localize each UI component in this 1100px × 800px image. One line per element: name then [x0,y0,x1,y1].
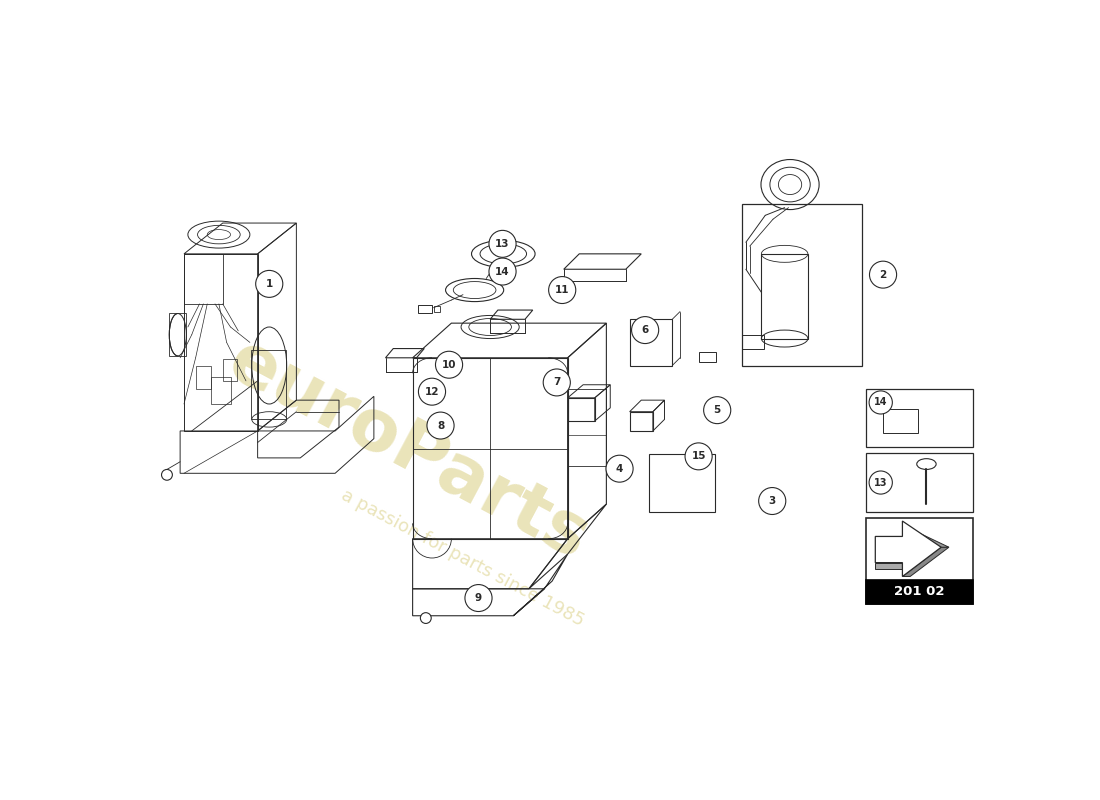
Circle shape [759,487,785,514]
Text: 2: 2 [879,270,887,280]
Text: 3: 3 [769,496,776,506]
Polygon shape [902,529,949,547]
Bar [418,306,432,313]
Text: 6: 6 [641,325,649,335]
Text: a passion for parts since 1985: a passion for parts since 1985 [339,486,587,630]
Bar [742,334,763,349]
Text: 14: 14 [874,398,888,407]
Text: 7: 7 [553,378,561,387]
Polygon shape [876,521,942,577]
Text: 1: 1 [265,279,273,289]
Polygon shape [876,562,902,569]
Bar [211,377,231,404]
Bar [252,350,286,419]
Text: euroParts: euroParts [217,326,601,574]
Circle shape [490,258,516,285]
Bar [883,409,917,434]
Bar [866,518,974,604]
Text: 15: 15 [692,451,706,462]
Circle shape [549,277,575,303]
Circle shape [704,397,730,424]
Circle shape [420,613,431,623]
Circle shape [490,230,516,258]
Text: 14: 14 [495,266,509,277]
Circle shape [869,261,896,288]
Bar [761,254,807,338]
Circle shape [869,391,892,414]
Circle shape [418,378,446,405]
Text: 13: 13 [495,239,509,249]
Circle shape [162,470,173,480]
Circle shape [427,412,454,439]
Text: 13: 13 [874,478,888,487]
Circle shape [685,443,712,470]
Bar [222,359,236,381]
Bar [866,389,974,447]
Bar [433,306,440,311]
Bar [866,454,974,512]
Bar [700,353,716,362]
Circle shape [543,369,570,396]
Text: 11: 11 [556,285,570,295]
Text: 4: 4 [616,464,624,474]
Text: 12: 12 [425,386,439,397]
Text: 8: 8 [437,421,444,430]
Text: 9: 9 [475,593,482,603]
Text: 201 02: 201 02 [894,586,945,598]
Circle shape [631,317,659,343]
Bar [196,366,211,389]
Polygon shape [902,547,949,577]
Bar [568,389,606,466]
Circle shape [869,471,892,494]
Circle shape [606,455,634,482]
Circle shape [255,270,283,298]
Bar [742,204,862,366]
Bar [169,313,186,356]
Bar [866,579,974,604]
Text: 5: 5 [714,405,720,415]
Text: 10: 10 [442,360,456,370]
Circle shape [465,585,492,611]
Circle shape [436,351,463,378]
